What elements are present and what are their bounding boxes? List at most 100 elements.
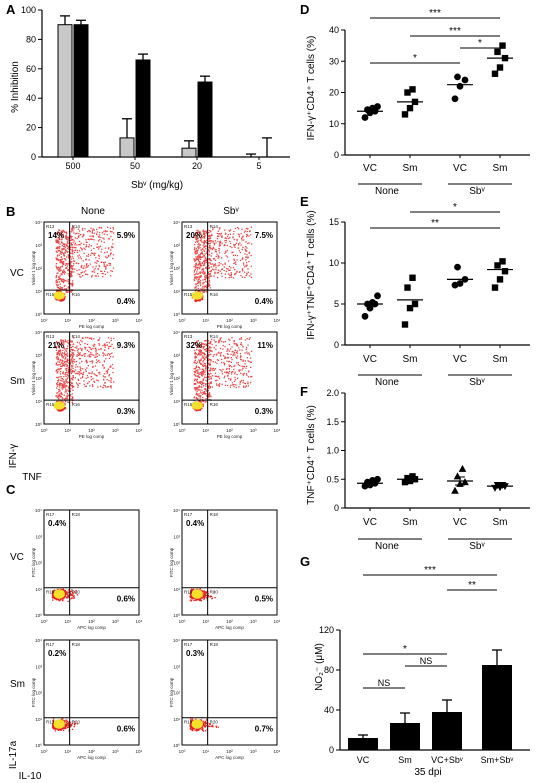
flow-b-3-event <box>233 353 235 355</box>
flow-b-3-event <box>228 350 231 352</box>
flow-b-0-event <box>59 275 61 277</box>
flow-b-2-event <box>74 377 76 379</box>
flow-b-0-event <box>108 247 110 249</box>
flow-b-3-event <box>236 345 239 347</box>
flow-b-1-event <box>199 275 202 277</box>
flow-b-2-event <box>79 382 81 384</box>
flow-c-2-event <box>62 718 64 720</box>
flow-b-1-event <box>195 248 197 250</box>
flow-b-3-event <box>231 382 234 384</box>
flow-c-1-event <box>201 590 204 593</box>
flow-c-0-event <box>52 592 54 594</box>
flow-b-1-event <box>212 258 215 260</box>
flow-b-1-event <box>208 254 211 256</box>
flow-b-3-event <box>208 385 210 387</box>
flow-b-3-event <box>210 368 212 370</box>
flow-b-0-event <box>71 268 73 270</box>
flow-b-2-xtick-label: 10⁴ <box>136 428 143 433</box>
flow-b-0-event <box>92 228 94 230</box>
flow-b-2-event <box>57 395 59 397</box>
flow-b-1-event <box>200 284 202 286</box>
flow-b-3-event <box>202 371 204 373</box>
flow-b-0-event <box>60 280 62 282</box>
flow-b-0-event <box>55 276 57 278</box>
flow-b-1-event <box>221 268 223 271</box>
flow-b-0-event <box>59 237 61 239</box>
flow-b-0-event <box>70 237 72 239</box>
flow-b-1-event <box>210 235 212 237</box>
flow-b-3-event <box>202 352 204 355</box>
flow-b-3-event <box>210 353 212 356</box>
flow-b-3-event <box>229 339 231 341</box>
flow-c-0-event <box>67 600 69 602</box>
flow-b-3-event <box>238 386 240 388</box>
flow-b-3-event <box>219 368 221 371</box>
flow-b-0-event <box>104 273 106 275</box>
flow-b-0-event <box>89 230 91 232</box>
flow-b-2-event <box>109 353 111 355</box>
flow-b-1-event <box>237 247 240 249</box>
flow-b-1-event <box>250 254 252 257</box>
flow-b-2-event <box>66 395 69 398</box>
flow-c-0-event <box>70 593 72 595</box>
flow-b-0-event <box>70 244 72 246</box>
flow-b-0-event <box>56 268 58 270</box>
flow-b-1-event <box>215 267 217 269</box>
flow-c-2-event <box>65 725 67 727</box>
flow-b-2-event <box>86 343 89 346</box>
flow-b-3-event <box>249 337 251 339</box>
flow-b-3-event <box>223 377 225 379</box>
flow-b-1-event <box>219 243 221 246</box>
flow-b-0-event <box>73 260 76 262</box>
flow-b-3-event <box>239 369 241 371</box>
flow-b-1-event <box>224 262 226 264</box>
flow-b-1-event <box>246 234 249 236</box>
flow-b-0-event <box>64 237 67 239</box>
flow-b-1-event <box>233 230 235 233</box>
flow-b-3-event <box>213 339 215 341</box>
flow-b-3-event <box>193 387 196 389</box>
flow-b-0-event <box>104 247 107 249</box>
flow-c-1-event <box>199 599 201 602</box>
flow-b-0-event <box>63 231 66 233</box>
flow-b-1-event <box>195 237 197 239</box>
flow-b-2-event <box>91 338 93 340</box>
flow-b-2-event <box>62 401 64 403</box>
flow-b-0-event <box>68 270 70 272</box>
flow-b-1-event <box>204 290 206 292</box>
flow-c-0-event <box>67 597 69 599</box>
flow-b-0-event <box>61 261 63 264</box>
flow-b-0-event <box>111 245 113 248</box>
flow-b-1-event <box>230 267 232 269</box>
flow-b-3-percent-lower-right: 0.3% <box>255 407 273 416</box>
flow-b-1-event <box>197 276 199 278</box>
flow-b-2-event <box>66 385 68 387</box>
flow-b-0-event <box>56 246 58 249</box>
flow-b-3-event <box>242 373 244 375</box>
flow-b-1-event <box>210 271 212 273</box>
flow-b-2-event <box>99 373 101 375</box>
flow-b-2-event <box>67 339 69 342</box>
flow-b-2-event <box>76 383 79 385</box>
flow-b-1-event <box>207 273 210 275</box>
flow-b-3-event <box>203 357 205 360</box>
flow-b-2-event <box>108 342 110 344</box>
flow-b-1-event <box>208 281 211 283</box>
flow-b-3-event <box>243 366 245 368</box>
flow-b-1-event <box>246 247 248 249</box>
flow-c-1-region-label: R18 <box>210 512 219 517</box>
flow-b-2-event <box>93 380 95 382</box>
flow-b-3-event <box>210 359 212 361</box>
flow-b-3-event <box>201 372 203 374</box>
flow-b-1-event <box>237 226 239 229</box>
flow-b-3-event <box>212 361 214 363</box>
flow-b-1-event <box>199 272 202 274</box>
flow-b-0-event <box>77 236 80 238</box>
flow-b-3-event <box>232 354 234 356</box>
flow-b-2-event <box>70 348 72 351</box>
flow-b-2-event <box>99 371 101 373</box>
flow-b-1-event <box>245 241 247 243</box>
flow-b-3-event <box>206 365 208 367</box>
flow-b-1-event <box>208 249 210 251</box>
panel-e-dot <box>496 276 504 283</box>
